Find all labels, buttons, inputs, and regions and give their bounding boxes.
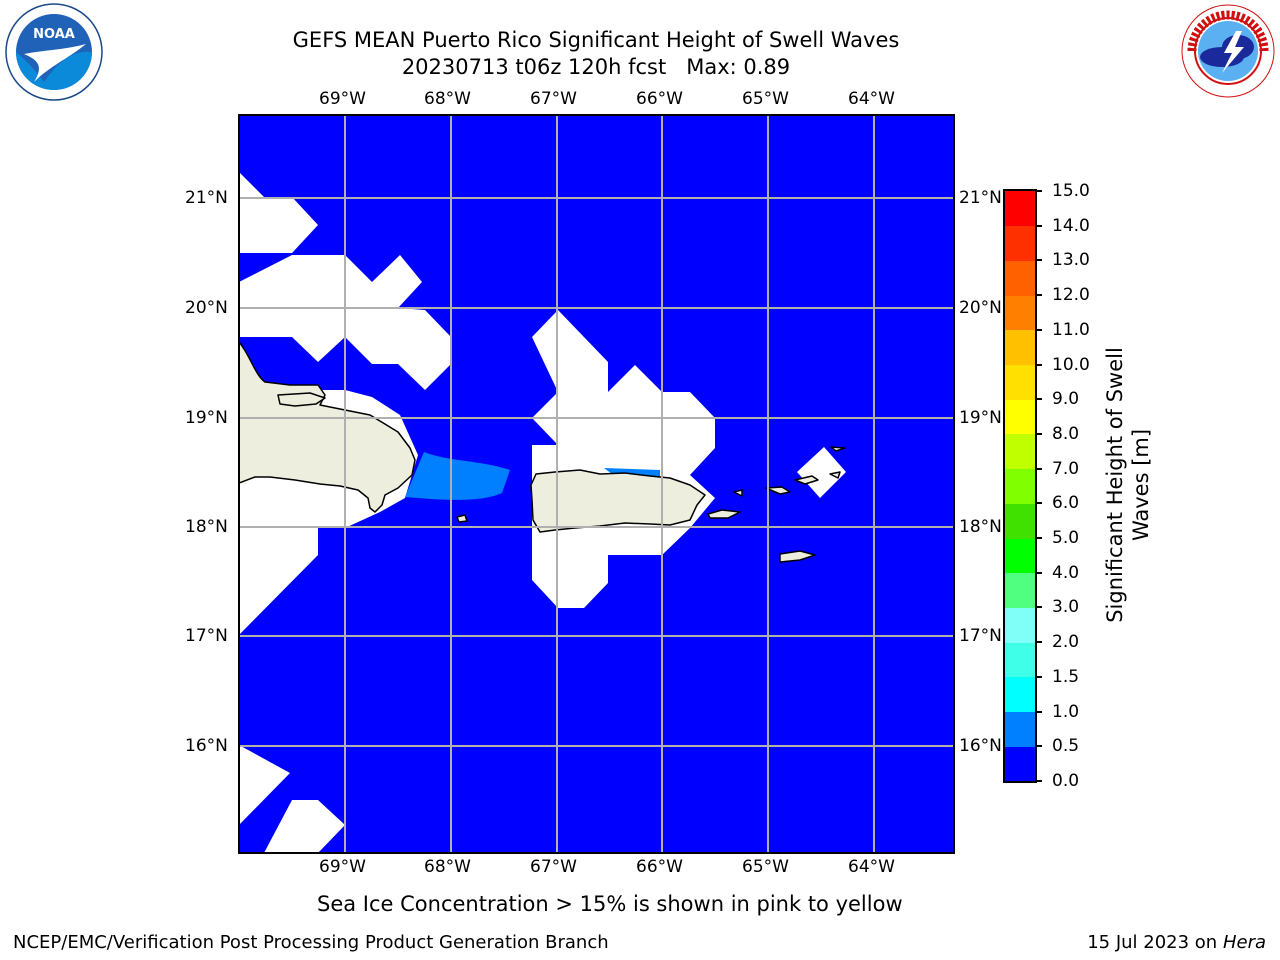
colorbar-segment [1005, 468, 1035, 504]
colorbar-tick-mark [1035, 294, 1042, 297]
colorbar-tick-label: 9.0 [1052, 389, 1080, 410]
lat-label-left: 20°N [185, 298, 228, 318]
colorbar-tick-label: 13.0 [1052, 250, 1090, 271]
graticule [239, 115, 954, 853]
colorbar-tick-mark [1035, 432, 1042, 435]
colorbar-tick-label: 10.0 [1052, 354, 1090, 375]
lon-label-top: 66°W [636, 89, 683, 109]
colorbar-tick-mark [1035, 606, 1042, 609]
lon-label-bottom: 66°W [636, 857, 683, 877]
lon-label-top: 64°W [848, 89, 895, 109]
colorbar-segment [1005, 676, 1035, 713]
colorbar-segment [1005, 225, 1035, 261]
nws-logo [1181, 4, 1275, 98]
colorbar-tick-label: 7.0 [1052, 458, 1080, 479]
lon-label-top: 69°W [319, 89, 366, 109]
noaa-logo: NOAA [5, 3, 103, 101]
colorbar-tick-mark [1035, 190, 1042, 192]
colorbar-tick-mark [1035, 571, 1042, 574]
colorbar-tick-label: 1.5 [1052, 666, 1080, 687]
colorbar-tick-label: 0.5 [1052, 736, 1080, 757]
colorbar-segment [1005, 642, 1035, 678]
colorbar-tick-mark [1035, 675, 1042, 678]
colorbar-tick-label: 15.0 [1052, 181, 1090, 201]
lon-label-bottom: 68°W [424, 857, 471, 877]
map-frame [238, 114, 955, 854]
colorbar-tick-label: 0.0 [1052, 771, 1080, 791]
colorbar-tick-mark [1035, 259, 1042, 262]
colorbar-tick-mark [1035, 502, 1042, 505]
footer-date: 15 Jul 2023 on [1087, 932, 1223, 953]
colorbar-segment [1005, 364, 1035, 400]
title-line-1: GEFS MEAN Puerto Rico Significant Height… [292, 28, 900, 52]
colorbar-tick-label: 5.0 [1052, 528, 1080, 549]
title-line-2: 20230713 t06z 120h fcst Max: 0.89 [401, 55, 791, 79]
colorbar-tick-label: 4.0 [1052, 562, 1080, 583]
colorbar-tick-mark [1035, 398, 1042, 401]
colorbar-segment [1005, 503, 1035, 539]
lat-label-right: 18°N [959, 517, 1002, 537]
colorbar-tick-label: 1.0 [1052, 701, 1080, 722]
lon-label-bottom: 65°W [742, 857, 789, 877]
colorbar-tick-label: 2.0 [1052, 632, 1080, 653]
lon-label-top: 67°W [530, 89, 577, 109]
lon-label-bottom: 69°W [319, 857, 366, 877]
colorbar-tick-mark [1035, 745, 1042, 748]
lon-label-top: 65°W [742, 89, 789, 109]
colorbar-tick-mark [1035, 780, 1042, 782]
lat-label-left: 19°N [185, 408, 228, 428]
colorbar-label-line-2: Waves [m] [1129, 428, 1153, 542]
colorbar-tick-label: 8.0 [1052, 423, 1080, 444]
lon-label-bottom: 64°W [848, 857, 895, 877]
lat-label-right: 20°N [959, 298, 1002, 318]
colorbar-tick-mark [1035, 710, 1042, 713]
lon-label-bottom: 67°W [530, 857, 577, 877]
land-masses [239, 341, 846, 563]
footer-machine: Hera [1222, 932, 1266, 953]
colorbar-tick-label: 6.0 [1052, 493, 1080, 514]
colorbar-segment [1005, 711, 1035, 747]
sea-ice-caption: Sea Ice Concentration > 15% is shown in … [317, 892, 903, 916]
colorbar-tick-mark [1035, 641, 1042, 644]
colorbar-segment [1005, 746, 1035, 782]
colorbar-segment [1005, 607, 1035, 643]
colorbar-tick-mark [1035, 224, 1042, 227]
hispaniola-land [239, 341, 416, 513]
colorbar-tick-mark [1035, 467, 1042, 470]
colorbar-tick-label: 3.0 [1052, 597, 1080, 618]
lat-label-right: 21°N [959, 188, 1002, 208]
colorbar-tick-label: 12.0 [1052, 285, 1090, 306]
lat-label-left: 18°N [185, 517, 228, 537]
colorbar-tick-label: 11.0 [1052, 319, 1090, 340]
colorbar-segment [1005, 191, 1035, 227]
lon-label-top: 68°W [424, 89, 471, 109]
colorbar-label-line-1: Significant Height of Swell [1103, 347, 1127, 623]
lat-label-right: 19°N [959, 408, 1002, 428]
colorbar-tick-label: 14.0 [1052, 215, 1090, 236]
colorbar [1003, 189, 1037, 783]
lat-label-left: 16°N [185, 736, 228, 756]
swell-0.5-1.0-region [405, 452, 510, 500]
colorbar-segment [1005, 329, 1035, 366]
colorbar-segment [1005, 295, 1035, 331]
colorbar-tick-mark [1035, 328, 1042, 331]
lat-label-right: 17°N [959, 626, 1002, 646]
colorbar-ticks: 0.0 0.5 1.0 1.5 2.0 3.0 4.0 5.0 6.0 7.0 8.0 9.0 10.0… [1035, 181, 1115, 791]
colorbar-tick-mark [1035, 363, 1042, 366]
colorbar-segment [1005, 260, 1035, 296]
lat-label-left: 17°N [185, 626, 228, 646]
footer-right: 15 Jul 2023 on Hera [1087, 932, 1266, 954]
colorbar-tick-mark [1035, 537, 1042, 540]
colorbar-segment [1005, 572, 1035, 608]
colorbar-segment [1005, 399, 1035, 435]
lat-label-left: 21°N [185, 188, 228, 208]
colorbar-segment [1005, 538, 1035, 574]
footer-left: NCEP/EMC/Verification Post Processing Pr… [13, 932, 609, 953]
noaa-logo-text: NOAA [33, 27, 75, 42]
lat-label-right: 16°N [959, 736, 1002, 756]
colorbar-segment [1005, 433, 1035, 470]
